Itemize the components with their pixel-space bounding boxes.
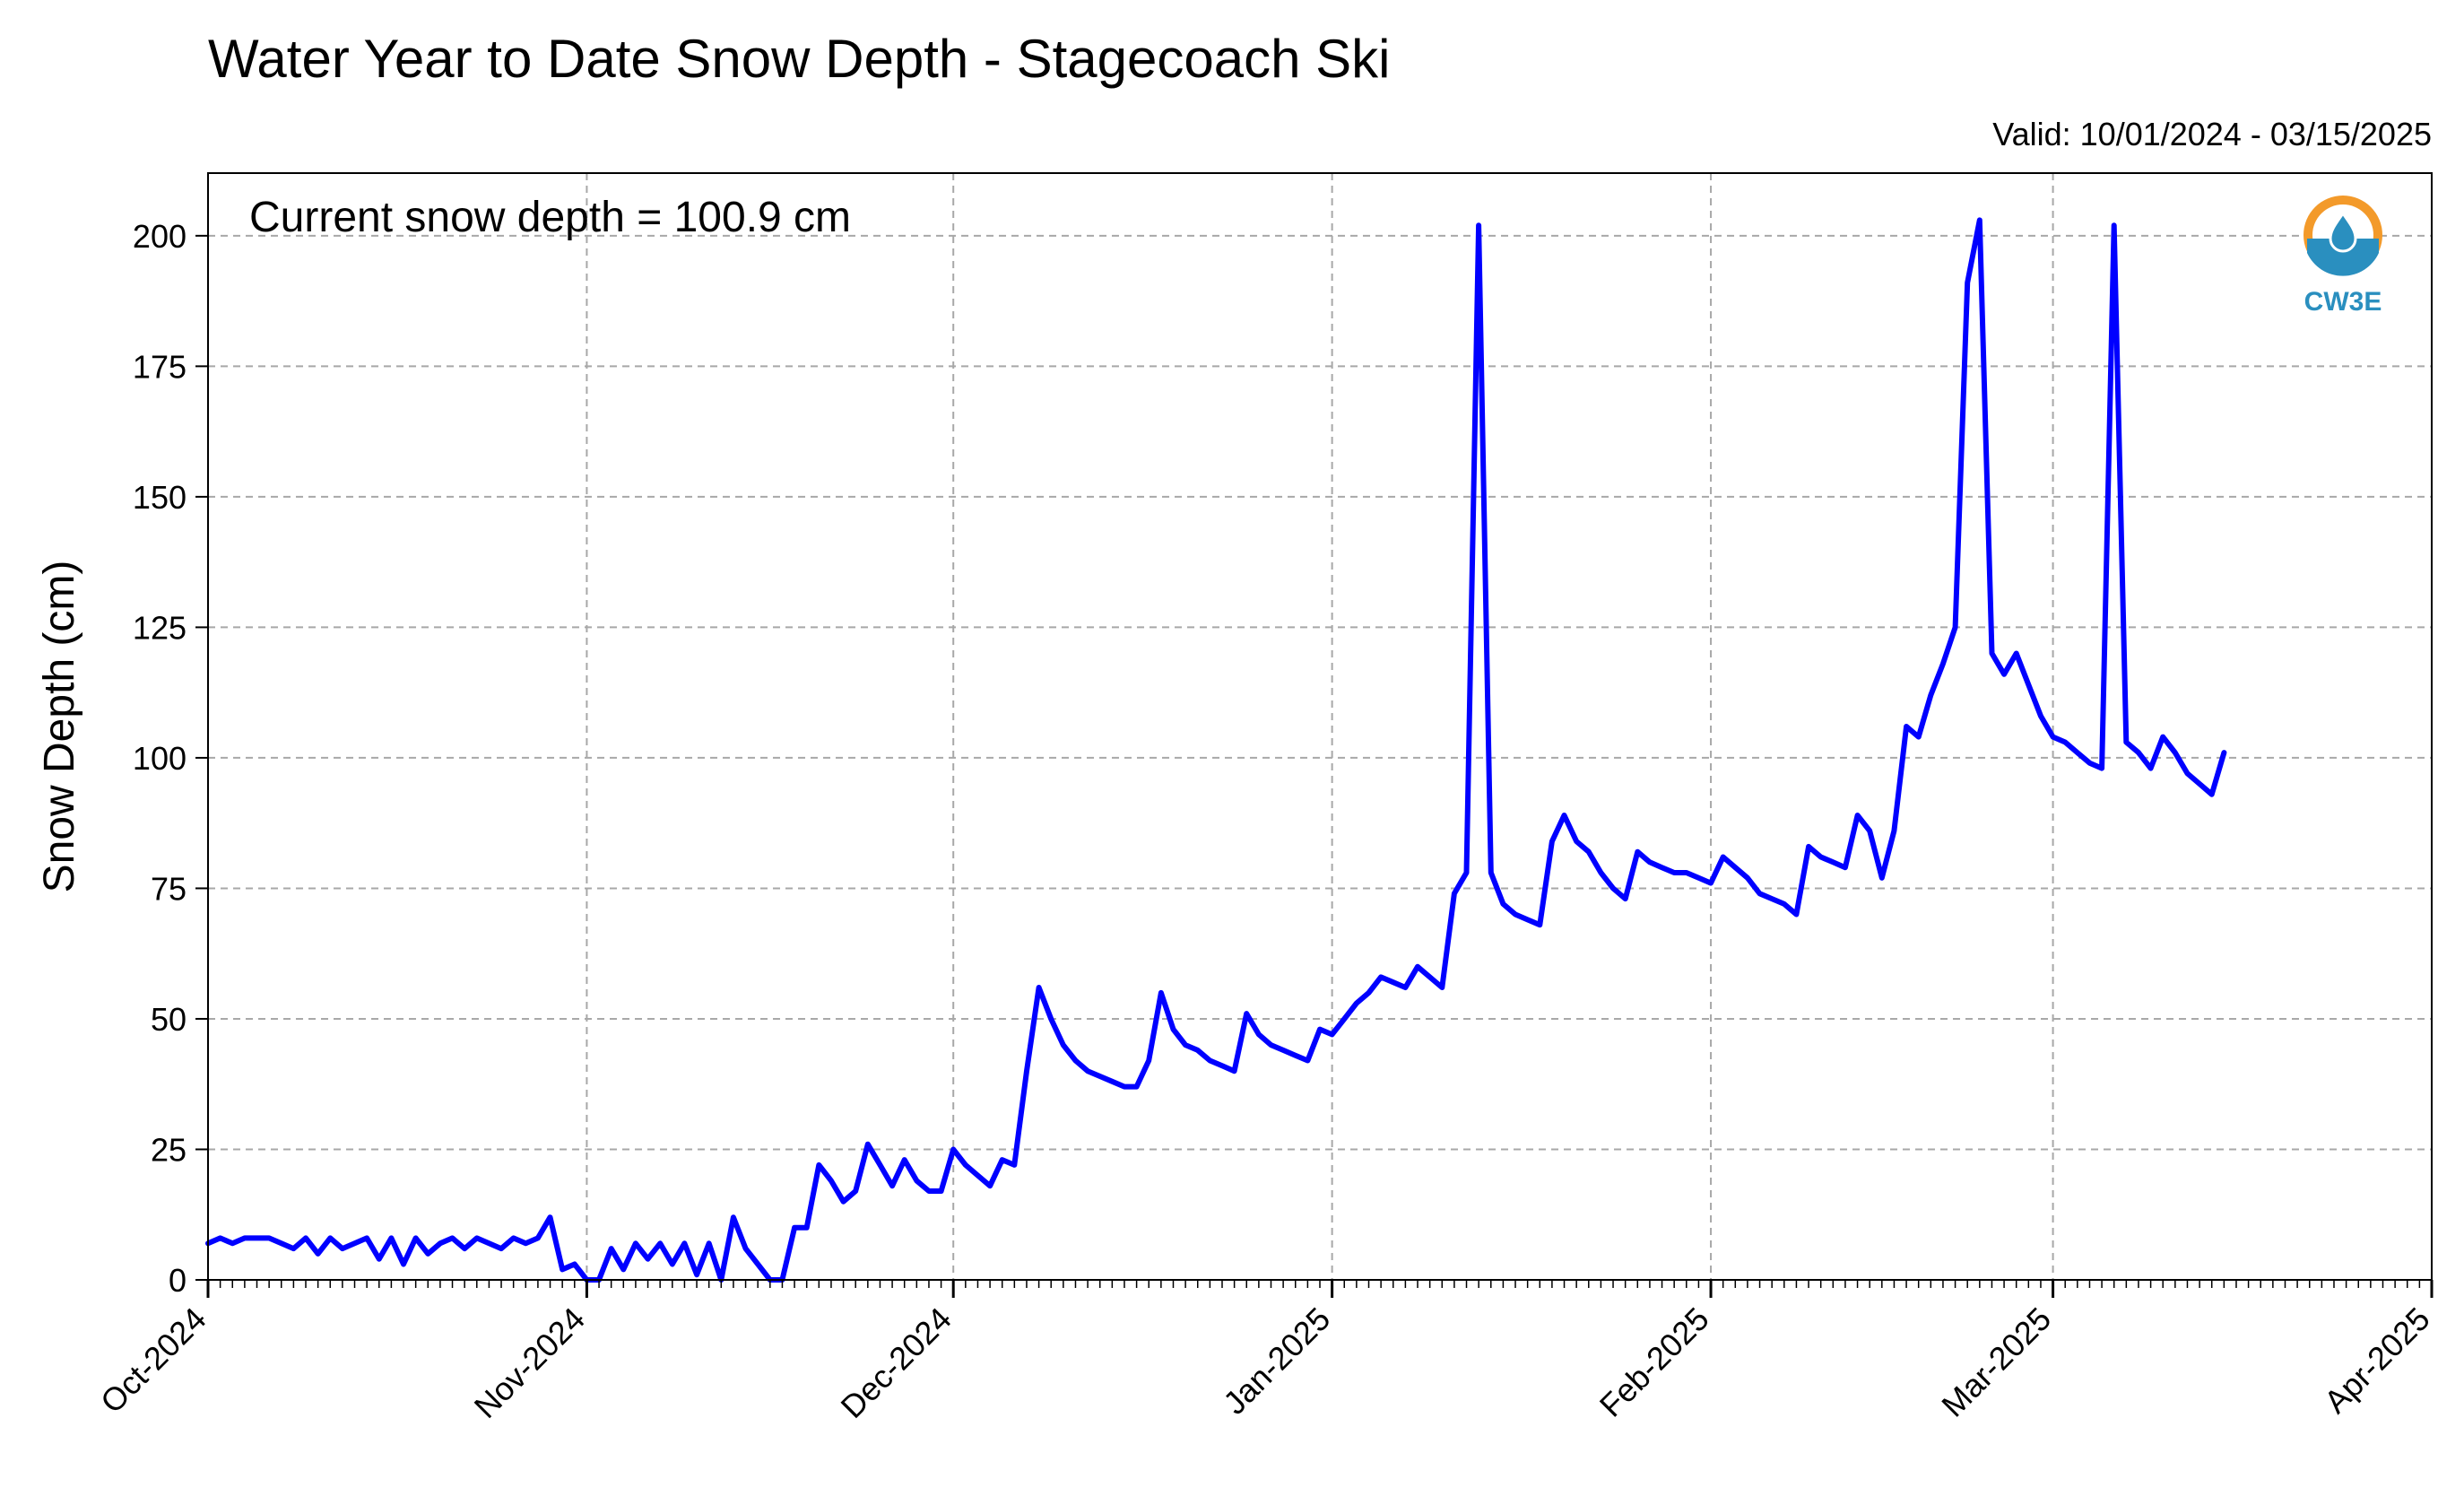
y-tick-label: 175 <box>133 348 187 385</box>
water-drop-icon <box>2329 211 2357 253</box>
current-depth-annotation: Current snow depth = 100.9 cm <box>249 194 851 241</box>
y-tick-label: 200 <box>133 218 187 255</box>
logo-wave-band <box>2307 239 2379 276</box>
cw3e-logo: CW3E <box>2303 196 2382 317</box>
grid-lines <box>208 173 2432 1280</box>
x-tick-label: Oct-2024 <box>93 1301 213 1421</box>
y-tick-label: 0 <box>169 1262 187 1299</box>
y-tick-label: 50 <box>151 1001 187 1038</box>
x-axis: Oct-2024 Nov-2024 Dec-2024 Jan-2025 Feb-2025… <box>93 1280 2437 1425</box>
x-tick-label: Apr-2025 <box>2317 1301 2437 1421</box>
logo-text: CW3E <box>2304 287 2382 317</box>
chart-title: Water Year to Date Snow Depth - Stagecoa… <box>208 29 1391 89</box>
y-axis: 0 25 50 75 100 125 150 175 200 <box>133 218 208 1299</box>
y-axis-label: Snow Depth (cm) <box>36 561 83 893</box>
y-tick-label: 150 <box>133 479 187 516</box>
y-tick-label: 25 <box>151 1131 187 1168</box>
x-tick-label: Jan-2025 <box>1216 1301 1337 1422</box>
x-tick-label: Mar-2025 <box>1934 1301 2058 1424</box>
x-tick-label: Nov-2024 <box>467 1301 592 1425</box>
chart-valid-range: Valid: 10/01/2024 - 03/15/2025 <box>1992 116 2432 152</box>
snow-depth-series-line <box>205 217 2227 1283</box>
plot-frame <box>207 172 2433 1281</box>
y-tick-label: 75 <box>151 870 187 907</box>
y-tick-label: 100 <box>133 740 187 777</box>
x-tick-label: Feb-2025 <box>1592 1301 1716 1424</box>
x-tick-label: Dec-2024 <box>833 1301 958 1425</box>
series-line-layer <box>205 217 2227 1283</box>
y-tick-label: 125 <box>133 609 187 646</box>
